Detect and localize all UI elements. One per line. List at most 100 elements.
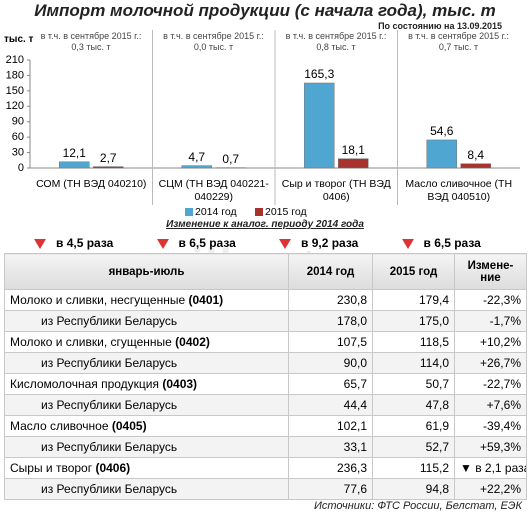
down-triangle [401, 238, 414, 249]
cell: 236,3 [288, 457, 373, 479]
table-row: из Республики Беларусь 178,0 175,0 -1,7% [4, 310, 527, 332]
cell: 50,7 [372, 373, 455, 395]
note-label: в т.ч. в сентябре 2015 г.: [285, 31, 387, 41]
cell: 179,4 [372, 289, 455, 311]
x-tick-label: Масло сливочное (ТН ВЭД 040510) [405, 178, 513, 203]
cell: +22,2% [454, 478, 527, 500]
cell: 61,9 [372, 415, 455, 437]
row-name: Молоко и сливки, несгущенные (0401) [4, 289, 289, 311]
y-tick-label: 180 [6, 69, 24, 81]
change-text: в 4,5 раза [56, 236, 114, 250]
row-label: из Республики Беларусь [41, 482, 178, 496]
row-name: из Республики Беларусь [4, 394, 289, 416]
y-axis-label: тыс. т [4, 34, 34, 45]
cell: 102,1 [288, 415, 373, 437]
cell: 118,5 [372, 331, 455, 353]
table-row: Молоко и сливки, сгущенные (0402) 107,5 11… [4, 331, 527, 353]
row-code: (0402) [175, 335, 210, 349]
source: Источники: ФТС России, Белстат, ЕЭК [314, 500, 522, 512]
header-cell: 2015 год [372, 253, 455, 290]
bar [93, 166, 124, 169]
cell: +7,6% [454, 394, 527, 416]
down-triangle [279, 238, 291, 249]
table-row: Масло сливочное (0405) 102,1 61,9 -39,4% [4, 415, 527, 437]
legend-swatch [185, 208, 193, 216]
legend-label: 2014 год [195, 206, 237, 218]
y-tick-label: 120 [6, 100, 24, 112]
cell: 94,8 [372, 478, 455, 500]
cell: +10,2% [454, 331, 527, 353]
row-code: (0406) [95, 461, 131, 475]
cell: -1,7% [454, 310, 527, 332]
category-note: в т.ч. в сентябре 2015 г.: 0,8 тыс. т [275, 31, 397, 53]
table-row: Кисломолочная продукция (0403) 65,7 50,7 -2… [4, 373, 527, 395]
table-row: Молоко и сливки, несгущенные (0401) 230,8… [4, 289, 527, 311]
row-label: из Республики Беларусь [41, 356, 178, 370]
change-item: в 9,2 раза [279, 236, 358, 250]
cell: 115,2 [372, 457, 455, 479]
y-tick-label: 210 [6, 54, 24, 66]
value-label: 4,7 [188, 150, 205, 164]
cell: 114,0 [372, 352, 455, 374]
y-tick-label: 60 [12, 131, 24, 143]
note-value: 0,0 тыс. т [193, 42, 234, 52]
cell: 175,0 [372, 310, 455, 332]
row-name: из Республики Беларусь [4, 436, 289, 458]
note-value: 0,8 тыс. т [316, 42, 356, 52]
note-value: 0,3 тыс. т [71, 42, 111, 52]
bar [460, 163, 491, 169]
cell: 77,6 [288, 478, 373, 500]
value-label: 165,3 [304, 67, 334, 81]
cell: 47,8 [372, 394, 455, 416]
table-row: из Республики Беларусь 90,0 114,0 +26,7% [4, 352, 527, 374]
cell: +59,3% [454, 436, 527, 458]
y-tick-label: 90 [12, 116, 24, 128]
table-row: из Республики Беларусь 33,1 52,7 +59,3% [4, 436, 527, 458]
down-triangle [34, 238, 46, 249]
x-tick-label: СЦМ (ТН ВЭД 040221-040229) [158, 178, 269, 203]
row-name: Кисломолочная продукция (0403) [4, 373, 289, 395]
chart-title: Импорт молочной продукции (с начала года… [34, 1, 496, 20]
down-triangle [156, 238, 169, 249]
row-code: (0403) [162, 377, 198, 391]
cell: 52,7 [372, 436, 455, 458]
row-name: Масло сливочное (0405) [4, 415, 289, 437]
cell: -22,3% [454, 289, 527, 311]
cell: ▼ в 2,1 раза [454, 457, 527, 479]
row-label: Кисломолочная продукция [10, 377, 160, 391]
header-cell: январь-июль [4, 253, 289, 290]
cell: 44,4 [288, 394, 373, 416]
row-label: Молоко и сливки, сгущенные [10, 335, 172, 349]
row-label: из Республики Беларусь [41, 440, 178, 454]
value-label: 0,7 [222, 152, 239, 166]
note-label: в т.ч. в сентябре 2015 г.: [408, 31, 509, 41]
cell: 65,7 [288, 373, 373, 395]
note-value: 0,7 тыс. т [438, 42, 479, 52]
change-text: в 9,2 раза [301, 236, 359, 250]
bar [181, 165, 212, 169]
row-code: (0405) [111, 419, 147, 433]
x-tick-label: СОМ (ТН ВЭД 040210) [36, 178, 147, 190]
row-name: из Республики Беларусь [4, 352, 289, 374]
cell: 230,8 [288, 289, 373, 311]
row-name: Сыры и творог (0406) [4, 457, 289, 479]
header-cell: 2014 год [288, 253, 373, 290]
cell: -39,4% [454, 415, 527, 437]
cell: +26,7% [454, 352, 527, 374]
row-label: Сыры и творог [10, 461, 93, 475]
value-label: 2,7 [100, 151, 117, 165]
table-row: из Республики Беларусь 44,4 47,8 +7,6% [4, 394, 527, 416]
chart-subtitle: По состоянию на 13.09.2015 [378, 21, 502, 31]
row-label: из Республики Беларусь [41, 398, 178, 412]
row-code: (0401) [188, 293, 224, 307]
cell: 33,1 [288, 436, 373, 458]
data-table: январь-июль 2014 год 2015 год Измене-ние Мол… [4, 253, 527, 500]
value-label: 8,4 [467, 148, 484, 162]
change-text: в 6,5 раза [178, 236, 236, 250]
cell: 90,0 [288, 352, 373, 374]
value-label: 54,6 [430, 124, 454, 138]
change-item: в 6,5 раза [401, 236, 481, 250]
category-note: в т.ч. в сентябре 2015 г.: 0,0 тыс. т [153, 31, 275, 53]
